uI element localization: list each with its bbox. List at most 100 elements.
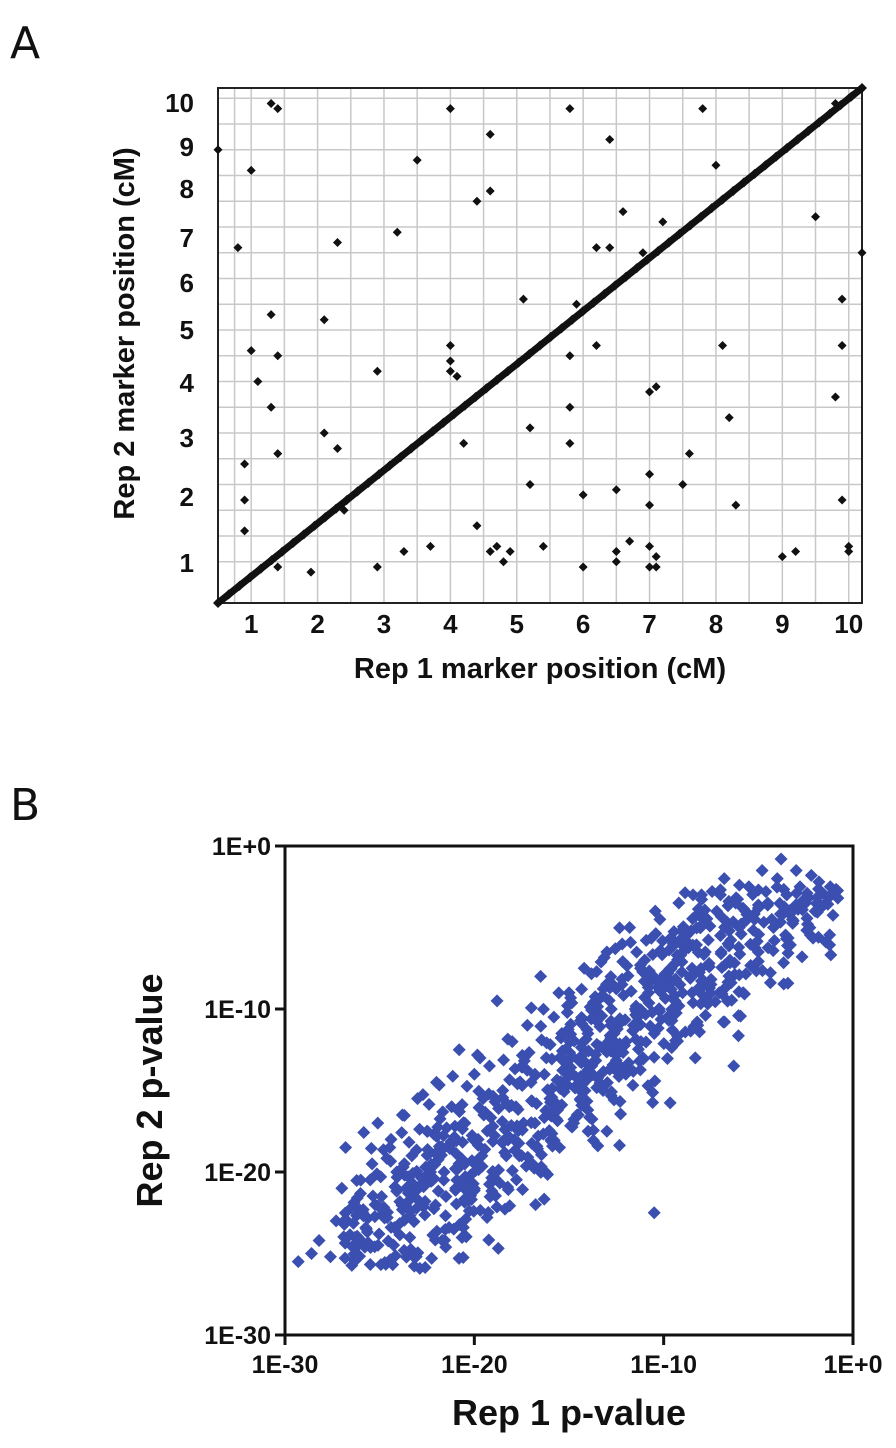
data-point-b (528, 1067, 542, 1081)
diagonal-point (738, 177, 749, 188)
data-point-b (553, 1141, 567, 1155)
data-point-b (581, 1026, 595, 1040)
data-point-b (447, 1130, 461, 1144)
data-point-b (715, 961, 729, 975)
data-point-b (646, 1095, 660, 1109)
data-point-b (437, 1173, 451, 1187)
data-point-b (422, 1097, 436, 1111)
data-point-a (791, 547, 801, 556)
data-point-b (442, 1220, 456, 1234)
data-point-b (615, 937, 629, 951)
diagonal-point (255, 563, 266, 574)
diagonal-point (223, 589, 234, 600)
data-point-b (774, 852, 788, 866)
data-point-b (781, 946, 795, 960)
data-point-b (460, 1079, 474, 1093)
data-point-b (399, 1181, 413, 1195)
diagonal-point (556, 323, 567, 334)
diagonal-point (857, 83, 867, 93)
data-point-b (607, 1035, 621, 1049)
data-point-b (718, 1015, 732, 1029)
diagonal-point (535, 340, 545, 351)
data-point-a (492, 541, 502, 551)
y-axis-title-a: Rep 2 marker position (cM) (109, 147, 141, 519)
data-point-b (384, 1154, 398, 1168)
data-point-a (591, 243, 601, 253)
data-point-a (485, 129, 495, 139)
data-point-a (485, 547, 495, 556)
data-point-b (446, 1069, 460, 1083)
diagonal-point (449, 409, 460, 420)
data-point-b (686, 912, 700, 926)
data-point-b (485, 1184, 499, 1198)
data-point-b (417, 1180, 431, 1194)
plot-frame-b (283, 844, 855, 1337)
data-point-b (464, 1168, 478, 1182)
data-point-a (339, 505, 349, 515)
data-point-b (418, 1261, 432, 1275)
data-point-b (531, 1142, 545, 1156)
data-point-b (614, 1107, 628, 1121)
data-point-b (426, 1228, 440, 1242)
data-point-b (517, 1116, 531, 1130)
data-point-a (445, 341, 455, 350)
data-point-b (570, 1070, 584, 1084)
data-point-b (449, 1197, 463, 1211)
data-point-b (642, 970, 656, 984)
data-point-b (448, 1119, 462, 1133)
data-point-b (411, 1092, 425, 1106)
data-point-b (501, 1129, 515, 1143)
y-tick-label-b: 1E+0 (212, 833, 271, 861)
data-point-b (678, 886, 692, 900)
data-point-a (392, 227, 402, 237)
x-tick-label-b: 1E-10 (630, 1351, 697, 1379)
data-point-b (595, 1009, 609, 1023)
data-point-b (429, 1075, 443, 1089)
diagonal-point (341, 495, 352, 505)
data-point-b (553, 1082, 567, 1096)
data-point-b (624, 984, 638, 998)
data-point-b (621, 969, 635, 983)
data-point-b (497, 1053, 511, 1067)
data-point-b (623, 921, 637, 934)
data-point-b (503, 1199, 517, 1213)
diagonal-point (309, 520, 320, 531)
diagonal-point (406, 443, 417, 454)
data-point-a (645, 562, 655, 572)
data-point-b (503, 1073, 517, 1087)
data-point-b (402, 1135, 416, 1149)
data-point-b (585, 1112, 599, 1126)
data-point-b (562, 986, 576, 1000)
data-point-b (600, 945, 614, 959)
data-point-a (844, 547, 854, 556)
data-point-b (704, 978, 718, 992)
data-point-b (354, 1186, 368, 1200)
data-point-b (795, 950, 809, 964)
data-point-b (305, 1247, 319, 1260)
data-point-a (498, 557, 508, 567)
data-point-b (663, 1096, 677, 1110)
diagonal-point (320, 512, 331, 523)
data-point-a (591, 341, 601, 350)
data-point-a (266, 98, 276, 108)
data-point-b (437, 1129, 451, 1143)
data-point-b (644, 931, 658, 945)
x-tick-label-b: 1E-20 (441, 1351, 508, 1379)
data-point-b (777, 956, 791, 970)
data-point-b (647, 1050, 661, 1064)
data-point-a (425, 541, 435, 551)
y-tick-label-a: 4 (180, 368, 195, 398)
data-point-a (306, 567, 316, 577)
data-point-a (611, 557, 621, 567)
x-tick-label-a: 4 (443, 609, 458, 639)
data-point-b (736, 986, 750, 1000)
data-point-b (660, 1052, 674, 1066)
diagonal-point (395, 452, 406, 463)
x-tick-label-a: 7 (642, 609, 656, 639)
data-point-a (472, 196, 482, 206)
data-point-a (698, 104, 708, 114)
data-point-b (420, 1124, 434, 1138)
data-point-b (371, 1116, 385, 1130)
data-point-a (857, 248, 867, 258)
data-point-b (763, 966, 777, 980)
